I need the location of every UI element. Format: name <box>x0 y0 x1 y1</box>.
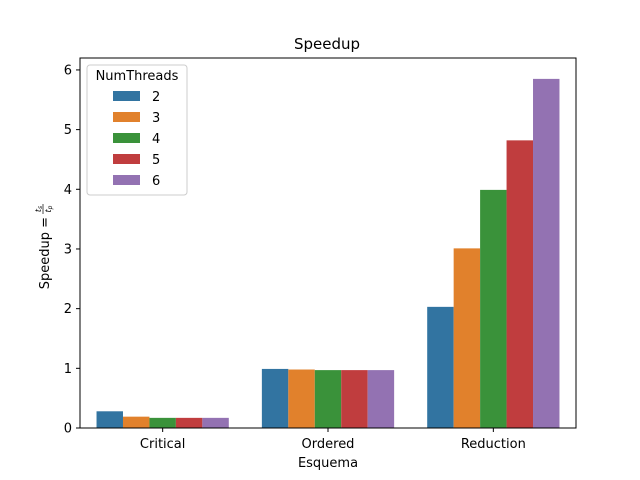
bar-ordered-threads-5 <box>341 370 368 428</box>
x-axis-title: Esquema <box>298 456 358 471</box>
y-tick-label: 5 <box>64 123 72 138</box>
y-tick-label: 0 <box>64 422 72 437</box>
legend-swatch-5 <box>113 154 140 164</box>
legend-label-4: 4 <box>152 132 160 147</box>
bar-reduction-threads-5 <box>506 140 534 428</box>
bar-reduction-threads-3 <box>453 248 481 428</box>
y-tick-label: 6 <box>64 63 72 78</box>
legend-label-2: 2 <box>152 90 160 105</box>
legend-label-6: 6 <box>152 174 160 189</box>
legend: NumThreads 2 3 4 5 6 <box>86 64 188 196</box>
bar-critical-threads-2 <box>96 411 123 428</box>
bar-ordered-threads-6 <box>367 370 395 428</box>
y-tick-label: 2 <box>64 302 72 317</box>
svg-text:Speedup =: Speedup = <box>38 217 53 289</box>
y-tick-label: 3 <box>64 242 72 257</box>
y-tick-label: 4 <box>64 183 72 198</box>
legend-items: 2 3 4 5 6 <box>113 90 160 189</box>
legend-swatch-6 <box>113 175 140 185</box>
x-axis-ticks: Critical Ordered Reduction <box>140 428 526 452</box>
fraction-denominator: tp <box>44 205 54 212</box>
chart-title: Speedup <box>294 35 360 53</box>
bar-critical-threads-4 <box>149 417 176 428</box>
x-tick-label: Reduction <box>461 437 526 452</box>
bar-critical-threads-3 <box>122 416 150 428</box>
y-tick-label: 1 <box>64 362 72 377</box>
legend-title: NumThreads <box>96 69 179 84</box>
legend-frame <box>86 64 188 196</box>
legend-label-5: 5 <box>152 153 160 168</box>
bar-reduction-threads-6 <box>533 78 560 429</box>
bar-critical-threads-6 <box>202 417 229 428</box>
bar-critical-threads-5 <box>175 417 203 428</box>
y-axis-ticks: 0 1 2 3 4 5 6 <box>64 63 80 437</box>
legend-label-3: 3 <box>152 111 160 126</box>
x-tick-label: Critical <box>140 437 185 452</box>
legend-swatch-2 <box>113 91 140 101</box>
fraction-numerator: ts <box>34 206 44 212</box>
legend-swatch-3 <box>113 112 140 122</box>
bar-ordered-threads-2 <box>261 368 289 428</box>
bars-group <box>96 78 560 429</box>
bar-reduction-threads-2 <box>427 306 454 428</box>
bar-ordered-threads-3 <box>288 369 315 428</box>
bar-ordered-threads-4 <box>314 370 342 428</box>
bar-reduction-threads-4 <box>480 189 507 428</box>
legend-swatch-4 <box>113 133 140 143</box>
x-tick-label: Ordered <box>302 437 355 452</box>
